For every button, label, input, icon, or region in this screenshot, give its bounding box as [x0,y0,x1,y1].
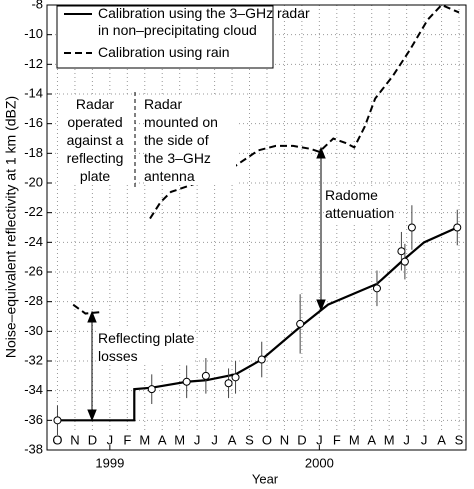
x-tick-label: M [349,432,360,447]
x-tick-label: M [384,432,395,447]
annotation: Radar mounted on the side of the 3–GHz a… [144,95,236,185]
x-tick-label: J [316,432,323,447]
x-tick-label: F [123,432,131,447]
y-tick-label: -14 [24,85,43,100]
x-tick-label: A [367,432,376,447]
x-tick-label: J [194,432,201,447]
x-tick-label: D [88,432,97,447]
data-point [296,319,305,328]
y-tick-label: -8 [31,0,43,11]
y-axis-label: Noise–equivalent reflectivity at 1 km (d… [3,96,19,358]
x-tick-label: J [403,432,410,447]
data-point [231,373,240,382]
annotation: Reflecting plate losses [98,329,195,365]
y-tick-label: -16 [24,115,43,130]
x-tick-label: O [52,432,62,447]
data-point [453,223,462,232]
x-tick-label: N [280,432,289,447]
x-axis-label: Year [252,471,279,486]
x-tick-label: J [421,432,428,447]
x-tick-label: A [437,432,446,447]
y-tick-label: -18 [24,145,43,160]
y-tick-label: -12 [24,56,43,71]
x-tick-label: J [107,432,114,447]
x-tick-label: N [70,432,79,447]
legend-label: Calibration using rain [98,44,230,60]
y-tick-label: -36 [24,412,43,427]
plot-frame [46,4,467,451]
x-tick-label: A [228,432,237,447]
y-tick-label: -32 [24,352,43,367]
data-point [397,247,406,256]
arrow [87,146,326,422]
y-tick-label: -10 [24,26,43,41]
annotation: Radome attenuation [325,186,395,222]
data-point [53,416,62,425]
x-tick-label: M [174,432,185,447]
data-point [407,223,416,232]
x-tick-label: S [245,432,254,447]
year-label: 2000 [305,455,334,470]
annotation: Radar operated against a reflecting plat… [58,95,132,185]
data-point [372,284,381,293]
series-line [57,226,458,422]
x-tick-label: O [262,432,272,447]
data-point [201,371,210,380]
y-tick-label: -30 [24,323,43,338]
y-tick-label: -22 [24,204,43,219]
y-tick-label: -24 [24,234,43,249]
x-tick-label: S [455,432,464,447]
y-tick-label: -38 [24,441,43,456]
legend-box [56,5,274,69]
legend-label: Calibration using the 3–GHz radar in non… [98,5,310,38]
x-tick-label: A [158,432,167,447]
y-tick-label: -26 [24,263,43,278]
data-point [400,257,409,266]
y-tick-label: -34 [24,382,43,397]
y-tick-label: -28 [24,293,43,308]
data-point [224,379,233,388]
x-tick-label: D [297,432,306,447]
data-point [147,385,156,394]
data-point [257,355,266,364]
data-point [182,377,191,386]
x-tick-label: F [333,432,341,447]
y-tick-label: -20 [24,174,43,189]
x-tick-label: M [139,432,150,447]
x-tick-label: J [211,432,218,447]
year-label: 1999 [95,455,124,470]
